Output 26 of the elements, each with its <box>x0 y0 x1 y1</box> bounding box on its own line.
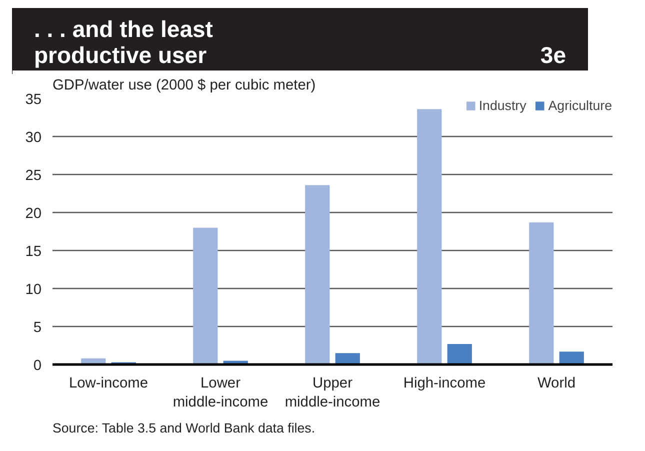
bar <box>559 352 584 364</box>
y-tick-label: 30 <box>25 130 42 146</box>
bar <box>335 353 360 364</box>
y-tick-label: 25 <box>25 168 42 184</box>
y-tick-label: 35 <box>25 92 42 108</box>
x-tick-label: Low-income <box>68 376 148 392</box>
x-tick-label: Upper middle-income <box>284 376 380 411</box>
x-tick-label: High-income <box>403 376 486 392</box>
y-tick-label: 15 <box>25 244 42 260</box>
bar <box>193 228 218 364</box>
legend-label: Industry <box>478 98 526 113</box>
y-tick-label: 20 <box>25 206 42 222</box>
chart-title: . . . and the least productive user <box>34 16 214 68</box>
bar <box>417 109 442 364</box>
legend-label: Agriculture <box>548 98 612 113</box>
chart-subtitle: 3e <box>540 42 566 68</box>
y-tick-label: 10 <box>25 282 42 298</box>
x-tick-label: Lower middle-income <box>172 376 268 411</box>
source-note: Source: Table 3.5 and World Bank data files. <box>52 420 316 436</box>
bar <box>447 344 472 364</box>
y-tick-label: 0 <box>33 358 42 374</box>
y-tick-label: 5 <box>33 320 42 336</box>
bar <box>305 185 330 364</box>
y-axis-title: GDP/water use (2000 $ per cubic meter) <box>52 78 316 94</box>
x-tick-label: World <box>537 376 576 392</box>
bar <box>529 222 554 364</box>
